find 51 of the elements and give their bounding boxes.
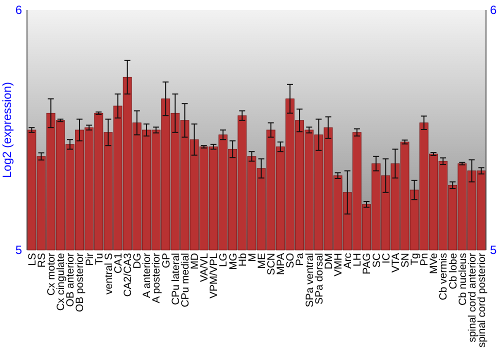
x-tick-label: GP: [160, 253, 172, 268]
x-tick-label: VMH: [332, 253, 344, 276]
x-tick-label: VPM/VPL: [208, 252, 220, 299]
x-tick-label: SPa dorsal: [313, 253, 326, 304]
x-tick-label: SO: [284, 253, 297, 268]
x-tick-label: Tu: [93, 252, 106, 265]
x-tick-label: SN: [399, 253, 412, 268]
x-tick-label: MG: [227, 253, 240, 270]
x-tick-label: LG: [218, 253, 230, 268]
x-tick-label: CPu medial: [179, 253, 192, 308]
x-tick-label: Tg: [409, 252, 422, 266]
x-tick-label: OB anterior: [64, 252, 77, 307]
x-tick-label: A posterior: [150, 252, 163, 304]
x-tick-label: IC: [380, 252, 392, 264]
x-tick-label: LH: [352, 253, 364, 266]
x-tick-label: VA/VL: [198, 252, 211, 282]
x-tick-label: CA2/CA3: [122, 252, 134, 297]
x-tick-label: spinal cord posterior: [476, 252, 488, 348]
x-tick-label: MVe: [428, 252, 440, 274]
x-tick-label: MD: [188, 252, 201, 270]
x-tick-label: SCN: [266, 253, 278, 276]
x-tick-label: LS: [26, 253, 38, 266]
x-tick-label: DM: [322, 253, 335, 270]
x-tick-label: CA1: [112, 252, 124, 274]
x-tick-label: ME: [256, 253, 268, 269]
x-tick-label: CPu lateral: [170, 253, 182, 305]
x-tick-label: Cb lobe: [447, 252, 460, 290]
x-tick-label: Hb: [236, 252, 249, 266]
x-tick-label: MPA: [275, 253, 288, 275]
x-tick-label: spinal cord anterior: [466, 252, 478, 342]
x-tick-label: SPa ventral: [304, 253, 316, 308]
x-tick-label: RS: [36, 253, 48, 268]
x-tick-label: VTA: [390, 253, 402, 273]
x-tick-label: Cx cingulate: [55, 252, 68, 311]
x-tick-label: SC: [370, 252, 383, 268]
x-tick-label: Cb vermis: [438, 253, 450, 300]
x-tick-label: Arc: [342, 253, 354, 269]
y2-tick-label: 5: [490, 243, 497, 258]
y2-tick-label: 6: [490, 3, 497, 18]
y-axis-title: Log2 (expression): [0, 82, 14, 178]
x-tick-label: Pn: [418, 252, 431, 266]
x-tick-label: DG: [132, 253, 144, 269]
x-tick-label: A anterior: [141, 252, 154, 298]
x-tick-label: PAG: [361, 253, 374, 274]
x-tick-label: Pa: [294, 252, 306, 266]
x-tick-label: Cb nucleus: [456, 253, 469, 306]
x-tick-label: OB posterior: [74, 252, 86, 312]
x-tick-label: ventral S: [102, 253, 115, 294]
x-tick-label: Cx motor: [45, 252, 58, 296]
x-tick-label: M: [246, 253, 258, 262]
x-tick-label: Pir: [84, 252, 96, 266]
